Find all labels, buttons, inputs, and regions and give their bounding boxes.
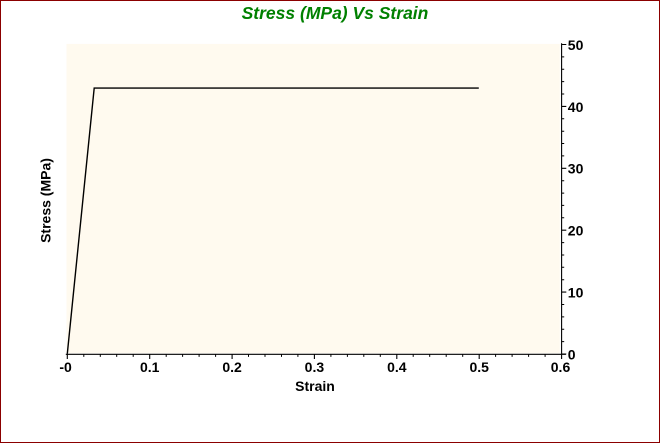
svg-text:Strain: Strain bbox=[295, 378, 335, 394]
svg-text:0.6: 0.6 bbox=[551, 359, 571, 375]
svg-text:20: 20 bbox=[568, 223, 584, 239]
svg-text:0.3: 0.3 bbox=[305, 359, 325, 375]
svg-text:10: 10 bbox=[568, 285, 584, 301]
svg-text:30: 30 bbox=[568, 161, 584, 177]
svg-text:Stress (MPa): Stress (MPa) bbox=[37, 158, 53, 243]
svg-text:0.1: 0.1 bbox=[140, 359, 160, 375]
svg-text:0.4: 0.4 bbox=[387, 359, 407, 375]
svg-text:0.2: 0.2 bbox=[222, 359, 242, 375]
svg-text:Stress (MPa) Vs Strain: Stress (MPa) Vs Strain bbox=[242, 3, 429, 23]
svg-text:0: 0 bbox=[568, 346, 576, 362]
svg-text:0.5: 0.5 bbox=[469, 359, 489, 375]
svg-text:40: 40 bbox=[568, 99, 584, 115]
svg-text:-0: -0 bbox=[59, 359, 72, 375]
svg-text:50: 50 bbox=[568, 37, 584, 53]
